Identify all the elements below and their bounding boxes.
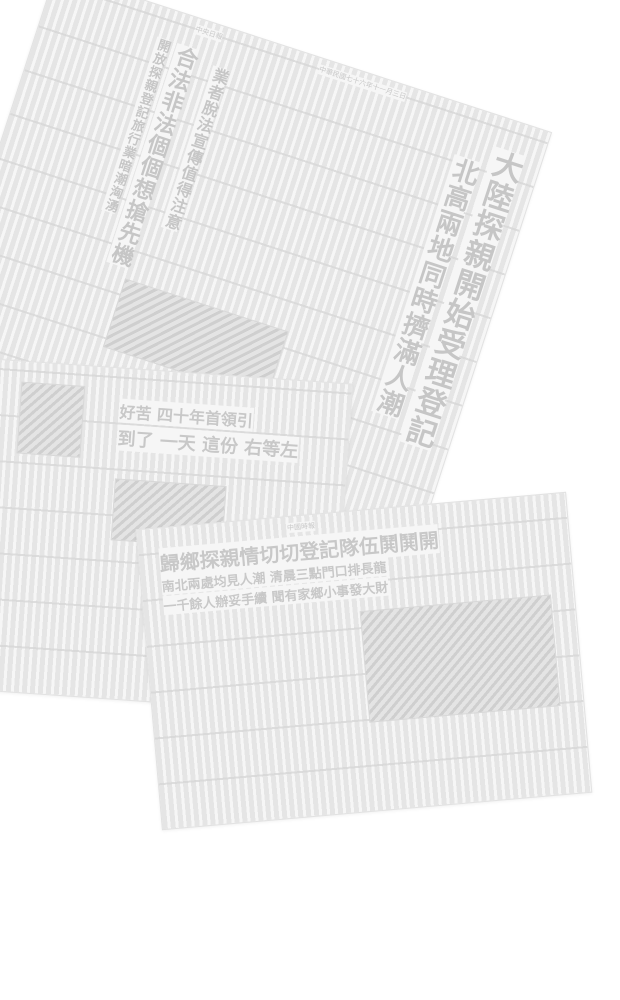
photo-portrait-2 (16, 381, 86, 458)
newspaper-sheet-3: 中國時報 歸鄉探親情切切登記隊伍鬨鬨開 南北兩處均見人潮 清晨三點門口排長龍 一… (135, 491, 593, 831)
photo-crowd-3 (359, 594, 561, 723)
